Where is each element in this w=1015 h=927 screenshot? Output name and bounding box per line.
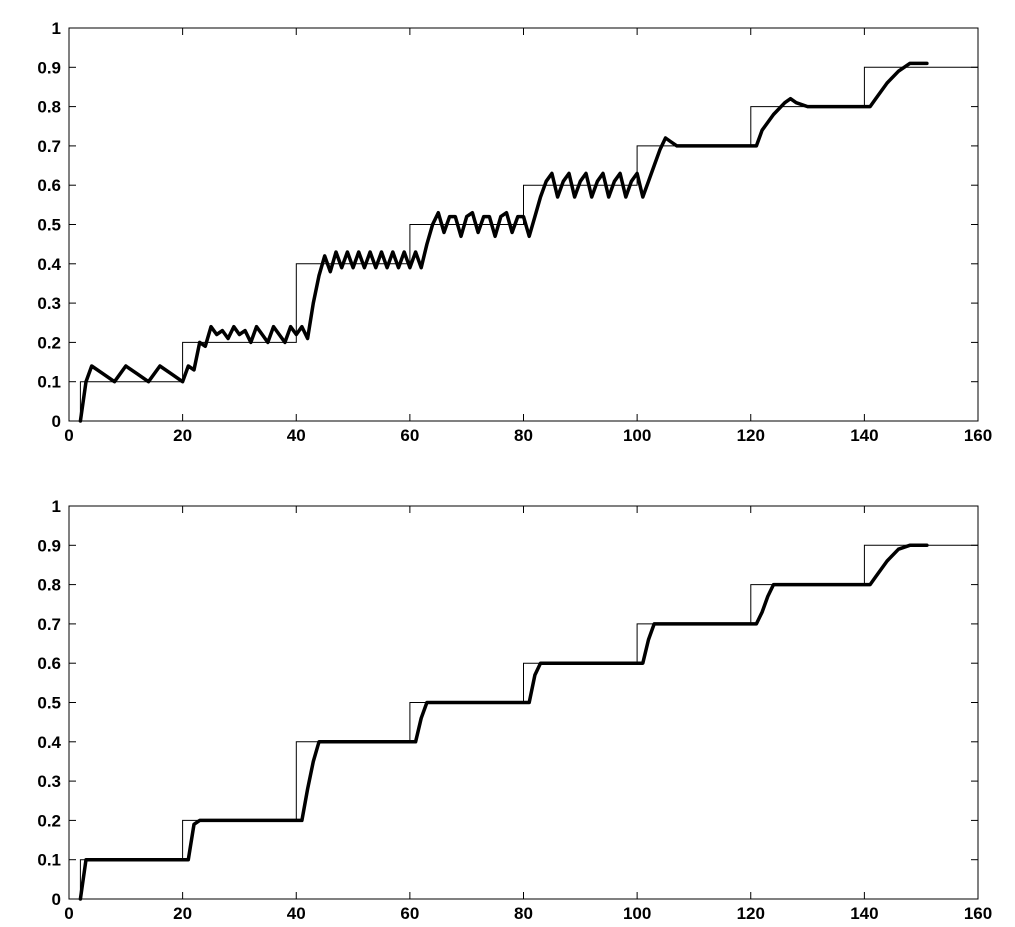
y-tick-label: 0.2 xyxy=(37,333,61,352)
x-tick-label: 60 xyxy=(400,426,419,445)
x-tick-label: 160 xyxy=(964,904,992,923)
y-tick-label: 1 xyxy=(52,497,61,516)
bottom-plot-panel: 0 20 40 60 80 100 120 140 160 0 0.1 0.2 0.3 0.4 0.5 0.6… xyxy=(37,497,992,923)
x-tick-label: 20 xyxy=(173,904,192,923)
response-series xyxy=(78,61,929,423)
y-tick-label: 0.3 xyxy=(37,294,61,313)
x-tick-label: 60 xyxy=(400,904,419,923)
y-tick-label: 0.1 xyxy=(37,851,61,870)
reference-step-series xyxy=(69,66,978,422)
y-tick-label: 0.4 xyxy=(37,255,61,274)
y-tick-label: 1 xyxy=(52,19,61,38)
y-tick-label: 0.4 xyxy=(37,733,61,752)
top-plot-panel: 0 20 40 60 80 100 120 140 160 0 0.1 0.2 0.3 0.4 0.5 0.6… xyxy=(37,19,992,445)
y-tick-label: 0.1 xyxy=(37,373,61,392)
x-tick-label: 140 xyxy=(850,904,878,923)
y-tick-label: 0 xyxy=(52,412,61,431)
y-tick-label: 0.7 xyxy=(37,137,61,156)
y-tick-label: 0.9 xyxy=(37,536,61,555)
x-tick-label: 40 xyxy=(287,426,306,445)
x-tick-label: 120 xyxy=(737,426,765,445)
y-tick-label: 0.6 xyxy=(37,176,61,195)
y-tick-label: 0.2 xyxy=(37,811,61,830)
response-series xyxy=(78,543,929,901)
y-tick-label: 0 xyxy=(52,890,61,909)
x-tick-label: 100 xyxy=(623,904,651,923)
y-tick-label: 0.5 xyxy=(37,694,61,713)
x-tick-label: 80 xyxy=(514,426,533,445)
reference-step-series xyxy=(69,544,978,900)
x-tick-label: 160 xyxy=(964,426,992,445)
x-tick-label: 40 xyxy=(287,904,306,923)
y-tick-label: 0.7 xyxy=(37,615,61,634)
y-tick-label: 0.9 xyxy=(37,58,61,77)
y-tick-label: 0.6 xyxy=(37,654,61,673)
x-tick-label: 80 xyxy=(514,904,533,923)
y-tick-label: 0.3 xyxy=(37,772,61,791)
y-tick-label: 0.8 xyxy=(37,98,61,117)
x-tick-label: 0 xyxy=(64,426,73,445)
x-tick-label: 140 xyxy=(850,426,878,445)
y-tick-label: 0.8 xyxy=(37,576,61,595)
y-tick-label: 0.5 xyxy=(37,216,61,235)
x-tick-label: 120 xyxy=(737,904,765,923)
x-tick-label: 100 xyxy=(623,426,651,445)
x-tick-label: 0 xyxy=(64,904,73,923)
x-tick-label: 20 xyxy=(173,426,192,445)
